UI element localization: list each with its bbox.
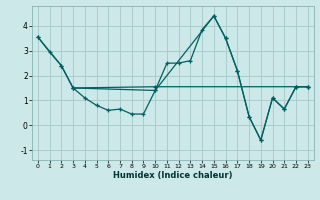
X-axis label: Humidex (Indice chaleur): Humidex (Indice chaleur): [113, 171, 233, 180]
